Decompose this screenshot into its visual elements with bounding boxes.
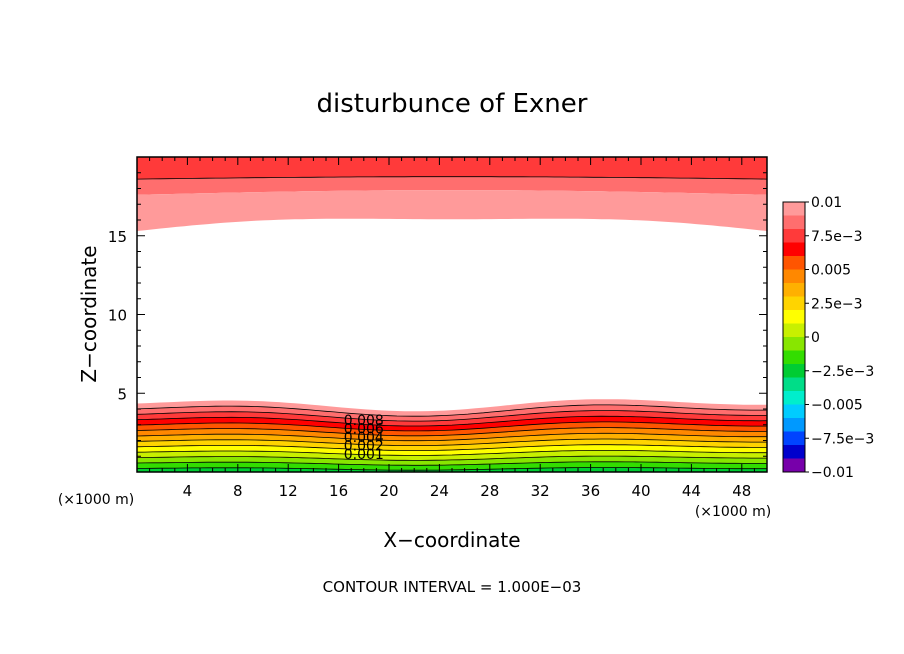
contour-line xyxy=(137,438,767,446)
colorbar-swatch xyxy=(783,310,805,324)
colorbar-labels: 0.01 7.5e−3 0.005 2.5e−3 0 −2.5e−3 −0.005 −7.5e… xyxy=(805,195,874,481)
contour-label: 0.008 xyxy=(344,413,384,429)
colorbar-swatch xyxy=(783,256,805,270)
x-tick-label: 28 xyxy=(480,482,499,500)
colorbar-label: −2.5e−3 xyxy=(811,364,874,380)
contour-line xyxy=(137,444,767,451)
colorbar-label: 7.5e−3 xyxy=(811,229,863,245)
colorbar-swatch xyxy=(783,364,805,378)
colorbar-label: −0.005 xyxy=(811,398,863,414)
x-axis-label: X−coordinate xyxy=(383,528,520,552)
contour-interval-footer: CONTOUR INTERVAL = 1.000E−03 xyxy=(323,578,582,596)
colorbar-swatch xyxy=(783,283,805,297)
plot-area xyxy=(137,157,767,472)
contour-label: 0.004 xyxy=(344,430,384,446)
contour-line xyxy=(137,415,767,427)
x-tick-label: 44 xyxy=(682,482,701,500)
colorbar-swatch xyxy=(783,458,805,473)
x-unit-label-left: (×1000 m) xyxy=(58,492,134,508)
colorbar-label: 0.005 xyxy=(811,263,851,279)
contour-line xyxy=(137,176,767,180)
contour-line xyxy=(137,461,767,466)
bottom-band xyxy=(137,399,767,417)
contour-label: 0.002 xyxy=(344,438,384,454)
x-tick-label: 8 xyxy=(233,482,243,500)
x-tick-label: 16 xyxy=(329,482,348,500)
colorbar-swatch xyxy=(783,269,805,284)
y-tick-label: 15 xyxy=(108,228,127,246)
top-band xyxy=(137,157,767,180)
x-tick-label: 48 xyxy=(732,482,751,500)
y-axis-label: Z−coordinate xyxy=(77,245,101,382)
colorbar-swatch xyxy=(783,377,805,392)
colorbar-swatch xyxy=(783,242,805,257)
x-tick-label: 40 xyxy=(631,482,650,500)
colorbar-swatch xyxy=(783,350,805,365)
colorbar-swatch xyxy=(783,391,805,405)
colorbar-label: −0.01 xyxy=(811,465,854,481)
colorbar xyxy=(782,201,806,473)
contour-line xyxy=(137,427,767,437)
colorbar-swatch xyxy=(783,323,805,338)
colorbar-swatch xyxy=(783,229,805,243)
x-tick-label: 4 xyxy=(183,482,193,500)
contour-line xyxy=(137,455,767,461)
top-band xyxy=(137,190,767,231)
y-tick-label: 5 xyxy=(117,385,127,403)
colorbar-swatch xyxy=(783,337,805,351)
contour-line xyxy=(137,404,767,417)
colorbar-swatch xyxy=(783,215,805,230)
axis-ticks xyxy=(137,157,767,472)
colorbar-swatch xyxy=(783,418,805,432)
contour-line xyxy=(137,432,767,442)
contour-label: 0.001 xyxy=(344,447,384,463)
y-tick-labels: 5 10 15 xyxy=(108,228,127,403)
y-tick-label: 10 xyxy=(108,307,127,325)
x-unit-label-right: (×1000 m) xyxy=(695,504,771,520)
x-tick-label: 36 xyxy=(581,482,600,500)
colorbar-label: 0 xyxy=(811,330,820,346)
colorbar-label: 0.01 xyxy=(811,195,842,211)
x-tick-label: 20 xyxy=(379,482,398,500)
top-band xyxy=(137,176,767,195)
contour-line xyxy=(137,421,767,432)
contour-line xyxy=(137,450,767,456)
colorbar-label: 2.5e−3 xyxy=(811,296,863,312)
colorbar-swatch xyxy=(783,404,805,419)
x-tick-label: 12 xyxy=(279,482,298,500)
contour-label: 0.006 xyxy=(344,421,384,437)
colorbar-swatch xyxy=(783,431,805,446)
colorbar-swatch xyxy=(783,296,805,311)
chart-title: disturbunce of Exner xyxy=(317,89,588,119)
colorbar-swatch xyxy=(783,202,805,216)
bottom-band xyxy=(137,427,767,441)
colorbar-swatch xyxy=(783,445,805,459)
bottom-band xyxy=(137,433,767,446)
x-tick-labels: 4 8 12 16 20 24 28 32 36 40 44 48 xyxy=(183,482,752,500)
top-bands xyxy=(137,157,767,231)
x-tick-label: 24 xyxy=(430,482,449,500)
colorbar-label: −7.5e−3 xyxy=(811,431,874,447)
bottom-band xyxy=(137,439,767,451)
x-tick-label: 32 xyxy=(531,482,550,500)
contour-line xyxy=(137,410,767,422)
